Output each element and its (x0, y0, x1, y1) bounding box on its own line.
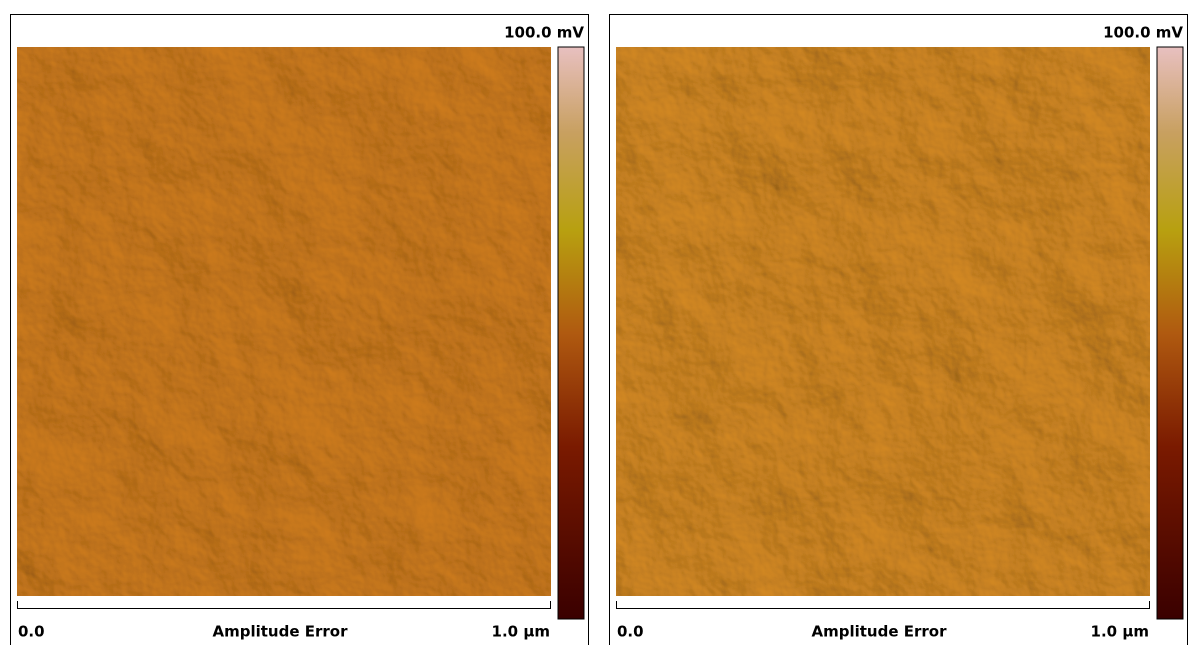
surface-image (17, 47, 551, 596)
x-axis-label: Amplitude Error (213, 623, 349, 641)
x-start-label: 0.0 (18, 623, 45, 641)
x-start-label: 0.0 (617, 623, 644, 641)
x-end-label: 1.0 µm (1091, 623, 1149, 641)
scale-max-label: 100.0 mV (504, 24, 584, 42)
x-end-label: 1.0 µm (492, 623, 550, 641)
afm-view: 100.0 mV0.0Amplitude Error1.0 µm100.0 mV… (0, 0, 1189, 645)
afm-panel: 100.0 mV 0.0 Amplitude Error 1.0 µm (610, 15, 1188, 645)
scale-max-label: 100.0 mV (1103, 24, 1183, 42)
colorbar (558, 47, 584, 619)
x-axis-label: Amplitude Error (812, 623, 948, 641)
surface-image (616, 47, 1150, 596)
screenshot: 100.0 mV0.0Amplitude Error1.0 µm100.0 mV… (0, 0, 1189, 645)
colorbar (1157, 47, 1183, 619)
afm-panel: 100.0 mV 0.0 Amplitude Error 1.0 µm (11, 15, 589, 645)
